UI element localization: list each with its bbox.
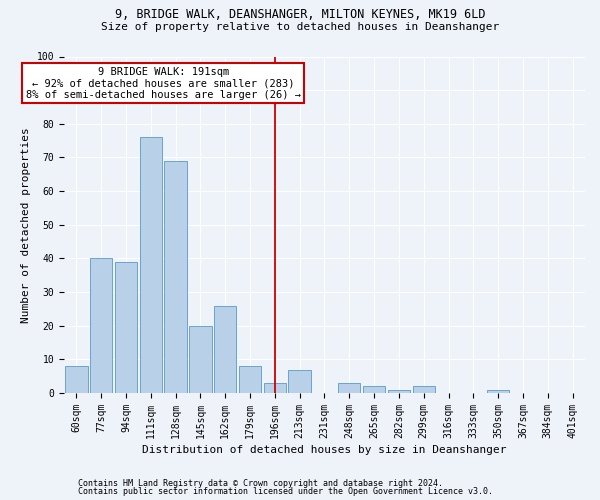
Text: 9, BRIDGE WALK, DEANSHANGER, MILTON KEYNES, MK19 6LD: 9, BRIDGE WALK, DEANSHANGER, MILTON KEYN… [115,8,485,20]
Bar [363,386,385,393]
Bar [413,386,435,393]
Bar [239,366,261,393]
Bar [164,161,187,393]
Y-axis label: Number of detached properties: Number of detached properties [21,127,31,322]
X-axis label: Distribution of detached houses by size in Deanshanger: Distribution of detached houses by size … [142,445,507,455]
Text: 9 BRIDGE WALK: 191sqm
← 92% of detached houses are smaller (283)
8% of semi-deta: 9 BRIDGE WALK: 191sqm ← 92% of detached … [26,66,301,100]
Bar [189,326,212,393]
Text: Contains public sector information licensed under the Open Government Licence v3: Contains public sector information licen… [78,487,493,496]
Bar [289,370,311,393]
Bar [487,390,509,393]
Text: Size of property relative to detached houses in Deanshanger: Size of property relative to detached ho… [101,22,499,32]
Bar [338,383,361,393]
Bar [140,138,162,393]
Bar [90,258,112,393]
Bar [65,366,88,393]
Text: Contains HM Land Registry data © Crown copyright and database right 2024.: Contains HM Land Registry data © Crown c… [78,478,443,488]
Bar [263,383,286,393]
Bar [388,390,410,393]
Bar [115,262,137,393]
Bar [214,306,236,393]
